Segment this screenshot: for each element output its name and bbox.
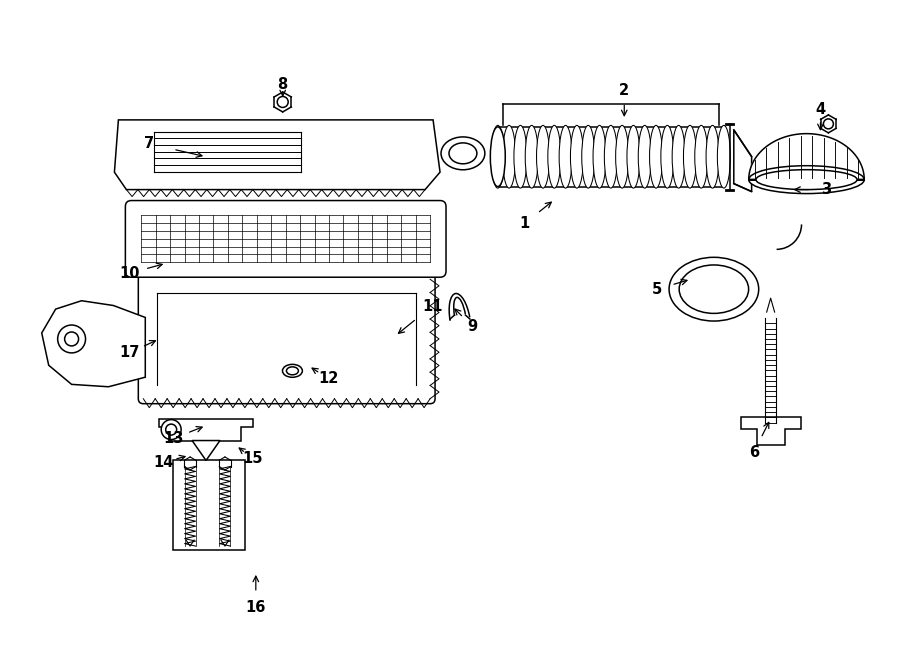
Ellipse shape — [502, 126, 516, 188]
Text: 13: 13 — [163, 431, 184, 446]
Text: 12: 12 — [319, 371, 338, 386]
Ellipse shape — [283, 364, 302, 377]
Ellipse shape — [650, 126, 662, 188]
Polygon shape — [741, 416, 800, 444]
Ellipse shape — [706, 126, 719, 188]
Text: 7: 7 — [144, 136, 154, 151]
Polygon shape — [41, 301, 145, 387]
Ellipse shape — [616, 126, 628, 188]
Ellipse shape — [514, 126, 526, 188]
Ellipse shape — [581, 126, 595, 188]
Text: 15: 15 — [243, 451, 263, 466]
Polygon shape — [114, 120, 440, 190]
FancyBboxPatch shape — [139, 274, 435, 404]
Ellipse shape — [627, 126, 640, 188]
Ellipse shape — [526, 126, 538, 188]
Ellipse shape — [717, 126, 730, 188]
Text: 11: 11 — [422, 299, 442, 313]
Circle shape — [161, 420, 181, 440]
Text: 1: 1 — [519, 216, 530, 231]
Text: 3: 3 — [822, 182, 832, 197]
Polygon shape — [192, 440, 220, 461]
Ellipse shape — [672, 126, 685, 188]
Text: 5: 5 — [652, 282, 662, 297]
Ellipse shape — [669, 257, 759, 321]
Ellipse shape — [756, 170, 857, 190]
Ellipse shape — [441, 137, 485, 170]
Circle shape — [824, 119, 833, 129]
Circle shape — [65, 332, 78, 346]
FancyBboxPatch shape — [125, 200, 446, 277]
Text: 17: 17 — [119, 346, 140, 360]
Circle shape — [58, 325, 86, 353]
Ellipse shape — [604, 126, 617, 188]
Polygon shape — [749, 134, 864, 180]
Ellipse shape — [491, 127, 505, 186]
Text: 4: 4 — [815, 102, 825, 118]
Ellipse shape — [661, 126, 674, 188]
Text: 6: 6 — [749, 445, 759, 460]
Ellipse shape — [593, 126, 606, 188]
Text: 8: 8 — [277, 77, 288, 91]
Ellipse shape — [749, 166, 864, 194]
Text: 9: 9 — [467, 319, 477, 334]
Text: 14: 14 — [153, 455, 174, 470]
Bar — [173, 461, 245, 550]
Text: 16: 16 — [246, 600, 266, 615]
Text: 2: 2 — [619, 83, 629, 98]
Ellipse shape — [449, 143, 477, 164]
Ellipse shape — [286, 367, 299, 375]
Ellipse shape — [683, 126, 697, 188]
Ellipse shape — [536, 126, 550, 188]
Ellipse shape — [491, 126, 504, 188]
Polygon shape — [734, 130, 752, 192]
Ellipse shape — [695, 126, 707, 188]
Text: 10: 10 — [119, 266, 140, 281]
Polygon shape — [159, 418, 253, 440]
Ellipse shape — [559, 126, 572, 188]
Ellipse shape — [680, 265, 749, 313]
Ellipse shape — [571, 126, 583, 188]
Ellipse shape — [548, 126, 561, 188]
Ellipse shape — [638, 126, 652, 188]
Circle shape — [166, 424, 176, 435]
Circle shape — [277, 97, 288, 108]
